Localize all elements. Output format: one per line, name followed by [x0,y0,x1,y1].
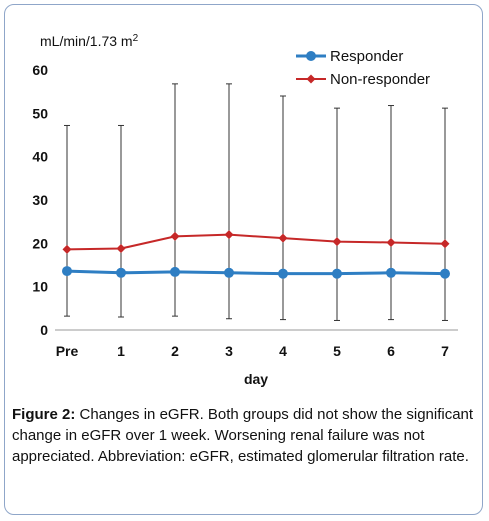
data-point-non-responder [224,230,234,240]
x-tick-label: 2 [171,343,179,359]
y-axis-label: mL/min/1.73 m2 [40,33,139,49]
data-point-responder [116,267,126,278]
data-point-non-responder [62,244,72,254]
caption-label: Figure 2: [12,406,76,423]
series-lines [62,230,450,279]
y-tick-label: 30 [32,192,48,208]
y-tick-label: 50 [32,105,48,121]
y-tick-label: 20 [32,235,48,251]
data-point-non-responder [116,244,126,254]
y-tick-labels: 0 10 20 30 40 50 60 [32,62,48,338]
data-point-non-responder [278,233,288,243]
y-tick-label: 0 [40,322,48,338]
data-point-non-responder [440,239,450,249]
legend-label: Non-responder [330,71,430,88]
legend-marker [306,74,316,84]
data-point-responder [440,268,450,279]
figure-caption: Figure 2: Changes in eGFR. Both groups d… [12,404,474,467]
y-axis-label-superscript: 2 [133,33,139,44]
x-tick-label: 4 [279,343,287,359]
data-point-responder [386,267,396,278]
data-point-responder [170,266,180,277]
x-tick-label: 3 [225,343,233,359]
legend-label: Responder [330,48,403,65]
data-point-responder [62,266,72,277]
y-tick-label: 10 [32,279,48,295]
x-tick-label: 5 [333,343,341,359]
data-point-non-responder [170,231,180,241]
error-bars [64,83,448,321]
data-point-responder [332,268,342,279]
y-tick-label: 40 [32,149,48,165]
data-point-responder [224,267,234,278]
legend: Responder Non-responder [296,48,430,88]
x-tick-labels: Pre 1 2 3 4 5 6 7 [56,343,449,359]
data-point-non-responder [332,237,342,247]
x-tick-label: 6 [387,343,395,359]
x-tick-label: 7 [441,343,449,359]
caption-text: Changes in eGFR. Both groups did not sho… [12,406,474,465]
legend-marker [306,51,316,61]
data-point-non-responder [386,237,396,247]
data-point-responder [278,268,288,279]
series-line-responder [66,269,446,276]
series-line-non-responder [66,233,446,251]
x-axis-label: day [244,371,268,387]
x-tick-label: 1 [117,343,125,359]
figure-frame [4,4,483,515]
y-tick-label: 60 [32,62,48,78]
x-tick-label: Pre [56,343,79,359]
